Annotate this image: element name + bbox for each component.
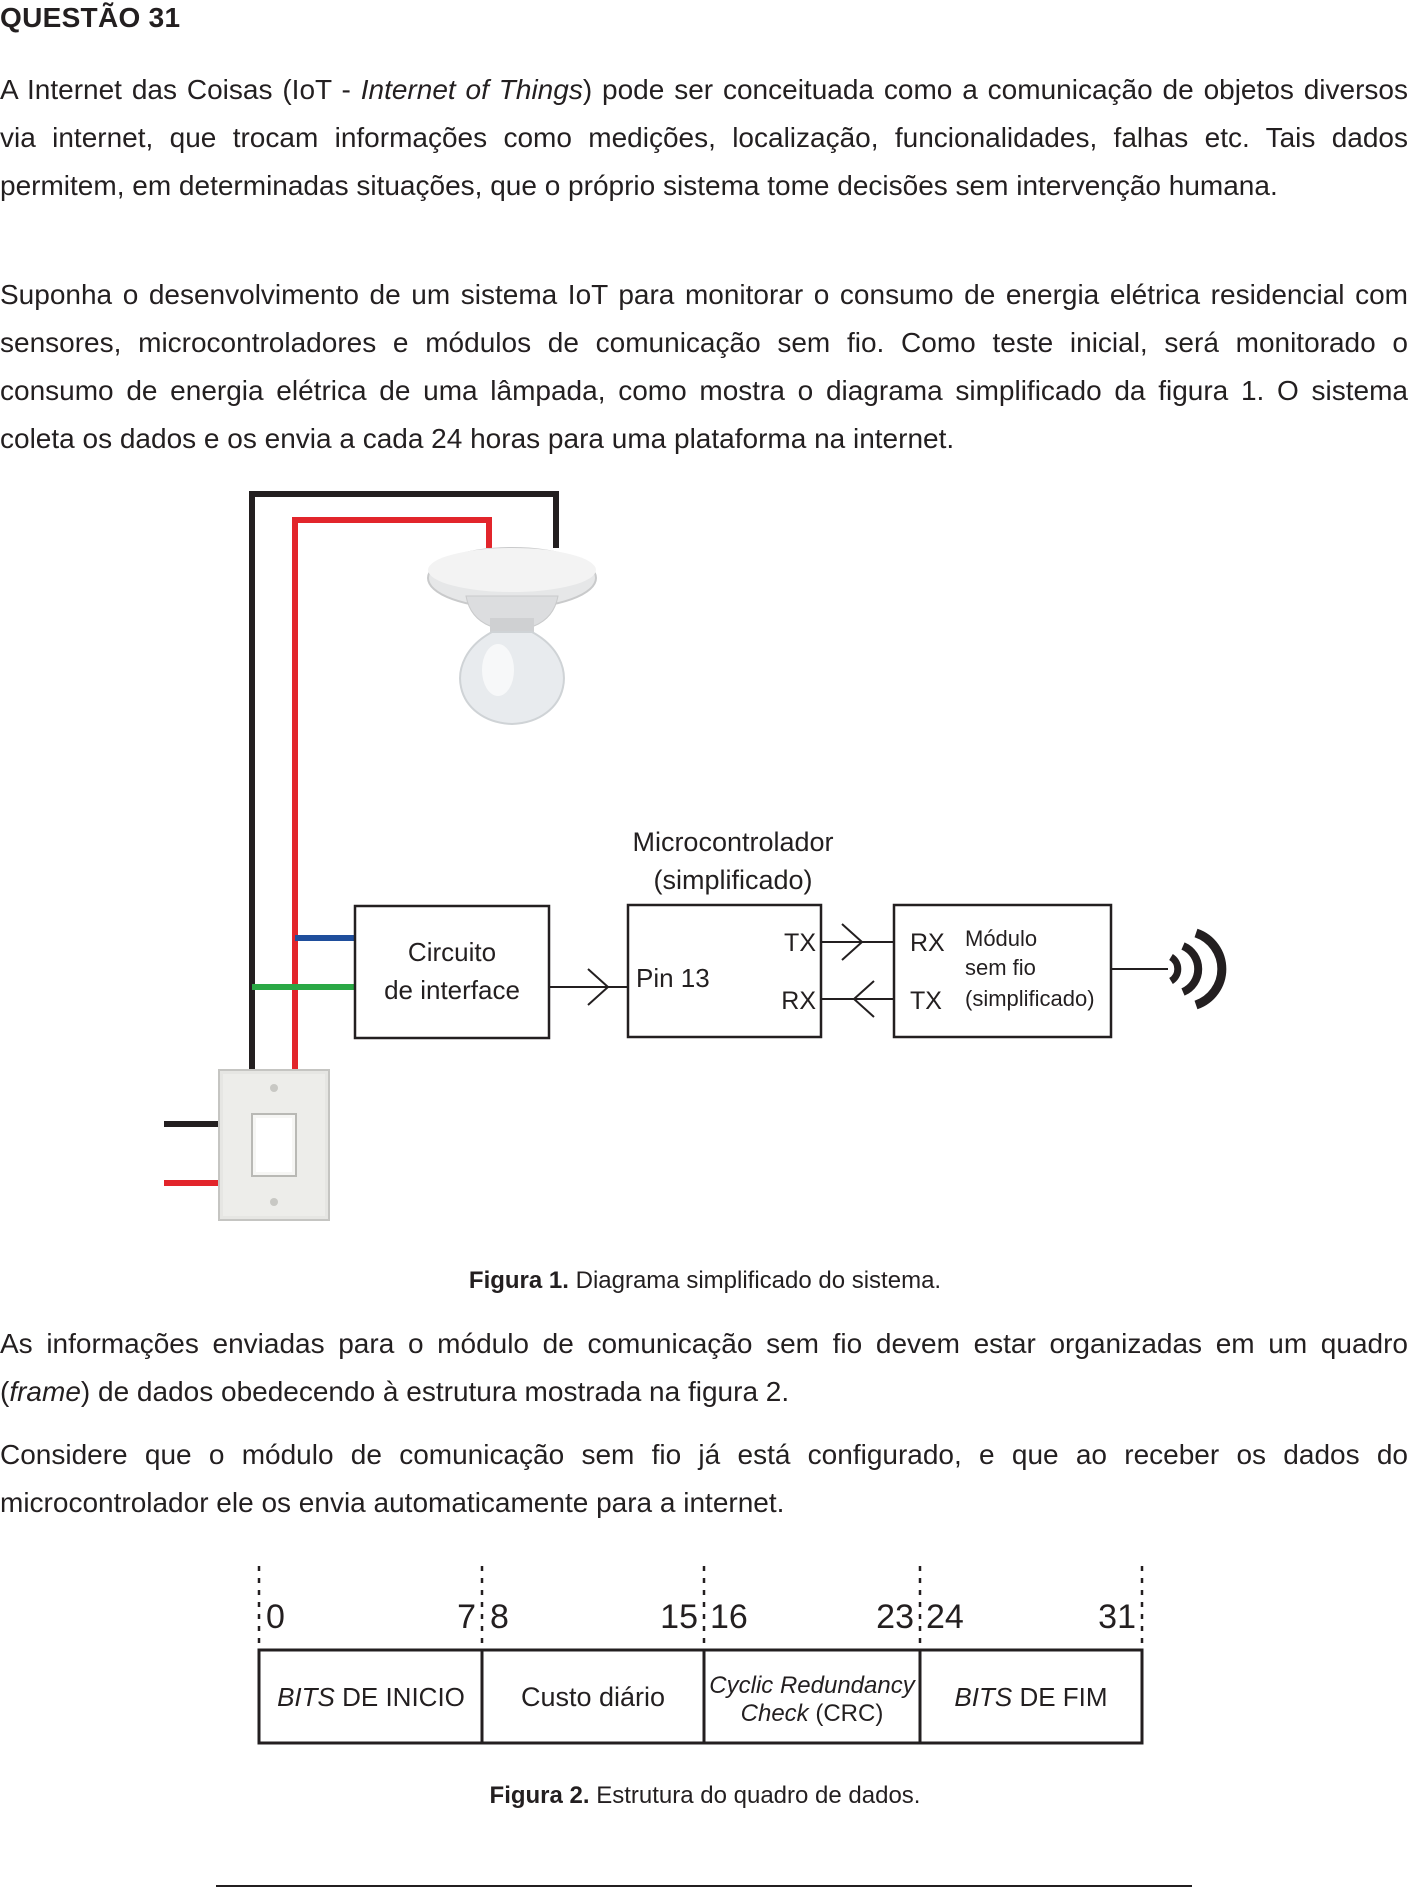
wall-switch-icon — [218, 1069, 330, 1221]
wireless-signal-icon — [1168, 928, 1227, 1010]
rx-arrow-icon — [852, 980, 875, 1018]
wire-red-lamp — [292, 517, 492, 1074]
bit-label-23: 23 — [876, 1598, 914, 1636]
module-rx-label: RX — [910, 929, 945, 957]
module-label-3: (simplificado) — [965, 986, 1095, 1011]
figure-2-frame-structure: 0 7 8 15 16 23 24 31 BITS DE INICIO Cust… — [257, 1566, 1144, 1745]
arrow-interface-icon — [587, 968, 610, 1006]
p1-em: Internet of Things — [360, 74, 583, 105]
p1-post: ) pode ser conceituada como a comunicaçã… — [0, 74, 1408, 201]
wireless-module-box — [892, 903, 1113, 1039]
figure-1-diagram: Circuito de interface Microcontrolador (… — [164, 491, 1227, 1221]
interface-circuit-box — [353, 904, 551, 1040]
bit-label-7: 7 — [457, 1598, 476, 1636]
p3-post: ) de dados obedecendo à estrutura mostra… — [80, 1376, 790, 1407]
field-daily-cost: Custo diário — [521, 1682, 665, 1712]
bit-label-0: 0 — [266, 1598, 285, 1636]
bit-label-8: 8 — [490, 1598, 509, 1636]
figure-1-caption-bold: Figura 1. — [468, 1267, 569, 1294]
question-title: QUESTÃO 31 — [0, 2, 181, 33]
figure-1-caption-text: Diagrama simplificado do sistema. — [568, 1267, 942, 1294]
mcu-title-2: (simplificado) — [653, 865, 812, 895]
paragraph-2: Suponha o desenvolvimento de um sistema … — [0, 279, 1408, 454]
footer-divider — [216, 1885, 1192, 1887]
mcu-title-1: Microcontrolador — [632, 827, 833, 857]
interface-label-2: de interface — [384, 975, 520, 1005]
microcontroller-box — [626, 903, 823, 1039]
tx-arrow-icon — [841, 923, 864, 961]
lamp-bulb-icon — [427, 547, 597, 726]
wire-black-lamp — [249, 491, 559, 1074]
module-tx-label: TX — [910, 987, 942, 1015]
figure-2-caption-text: Estrutura do quadro de dados. — [589, 1782, 921, 1809]
p3-em: frame — [9, 1376, 81, 1407]
field-crc-line1: Cyclic Redundancy — [709, 1672, 916, 1699]
field-end-bits: BITS DE FIM — [954, 1682, 1107, 1712]
bit-label-15: 15 — [660, 1598, 698, 1636]
field-crc-line2: Check (CRC) — [741, 1700, 884, 1727]
frame-box — [257, 1648, 1144, 1745]
module-label-1: Módulo — [965, 926, 1037, 951]
bit-label-16: 16 — [710, 1598, 748, 1636]
figure-2-caption-bold: Figura 2. — [489, 1782, 590, 1809]
paragraph-4: Considere que o módulo de comunicação se… — [0, 1439, 1408, 1518]
mcu-pin-label: Pin 13 — [636, 963, 710, 993]
bit-label-24: 24 — [926, 1598, 964, 1636]
paragraph-1: A Internet das Coisas (IoT - Internet of… — [0, 66, 1408, 210]
interface-label-1: Circuito — [408, 937, 496, 967]
p3-pre: As informações enviadas para o módulo de… — [0, 1328, 1408, 1407]
paragraph-3: As informações enviadas para o módulo de… — [0, 1320, 1408, 1416]
field-start-bits: BITS DE INICIO — [277, 1682, 465, 1712]
figure-1-caption: Figura 1. Diagrama simplificado do siste… — [0, 1267, 1410, 1295]
p1-pre: A Internet das Coisas (IoT - — [0, 74, 361, 105]
mcu-tx-label: TX — [784, 929, 816, 957]
figure-2-caption: Figura 2. Estrutura do quadro de dados. — [0, 1782, 1410, 1810]
bit-label-31: 31 — [1098, 1598, 1136, 1636]
module-label-2: sem fio — [965, 955, 1036, 980]
mcu-rx-label: RX — [781, 987, 816, 1015]
